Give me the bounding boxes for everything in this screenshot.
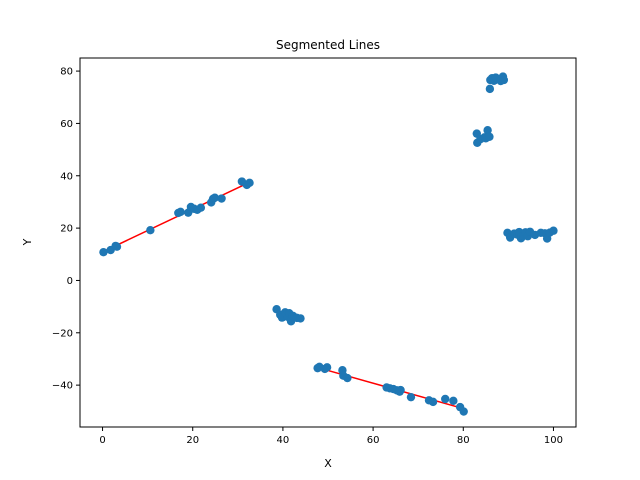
scatter-point-56 xyxy=(485,132,494,141)
scatter-point-36 xyxy=(343,373,352,383)
scatter-point-80 xyxy=(549,226,558,235)
scatter-point-47 xyxy=(449,396,458,406)
y-tick-label--40: −40 xyxy=(52,381,73,392)
y-tick-label--20: −20 xyxy=(52,328,73,339)
scatter-point-55 xyxy=(483,126,492,135)
scatter-point-14 xyxy=(210,193,220,202)
y-tick-label-80: 80 xyxy=(60,67,73,78)
y-axis-ticks: −40 −20 0 20 40 60 80 xyxy=(52,67,80,392)
y-tick-label-60: 60 xyxy=(60,119,73,130)
scatter-point-57 xyxy=(485,84,495,94)
scatter-point-64 xyxy=(499,75,509,85)
scatter-point-43 xyxy=(406,392,416,402)
scatter-point-15 xyxy=(217,194,226,203)
scatter-point-33 xyxy=(322,363,332,372)
x-tick-label-40: 40 xyxy=(277,435,290,446)
x-tick-label-80: 80 xyxy=(457,435,470,446)
scatter-point-46 xyxy=(441,394,450,404)
fit-segment-0 xyxy=(102,181,251,253)
x-axis-ticks: 0 20 40 60 80 100 xyxy=(99,427,563,446)
x-tick-label-100: 100 xyxy=(544,435,563,446)
y-tick-label-40: 40 xyxy=(60,171,73,182)
scatter-point-3 xyxy=(112,242,122,251)
x-tick-label-60: 60 xyxy=(367,435,380,446)
scatter-point-18 xyxy=(245,178,254,188)
scatter-point-49 xyxy=(459,407,468,416)
scatter-point-45 xyxy=(428,397,438,407)
y-tick-label-0: 0 xyxy=(67,276,73,287)
y-tick-label-20: 20 xyxy=(60,224,73,235)
scatter-point-11 xyxy=(196,203,206,212)
x-axis-label: X xyxy=(324,457,332,470)
y-axis-label: Y xyxy=(21,238,34,246)
scatter-point-6 xyxy=(176,207,185,217)
scatter-point-layer xyxy=(99,72,558,416)
x-tick-label-20: 20 xyxy=(186,435,199,446)
plot-frame xyxy=(79,57,577,428)
scatter-point-0 xyxy=(99,247,108,257)
x-tick-label-0: 0 xyxy=(99,435,105,446)
scatter-point-42 xyxy=(396,385,405,395)
chart-title: Segmented Lines xyxy=(276,38,380,52)
scatter-point-4 xyxy=(146,226,155,235)
scatter-point-29 xyxy=(296,314,305,323)
